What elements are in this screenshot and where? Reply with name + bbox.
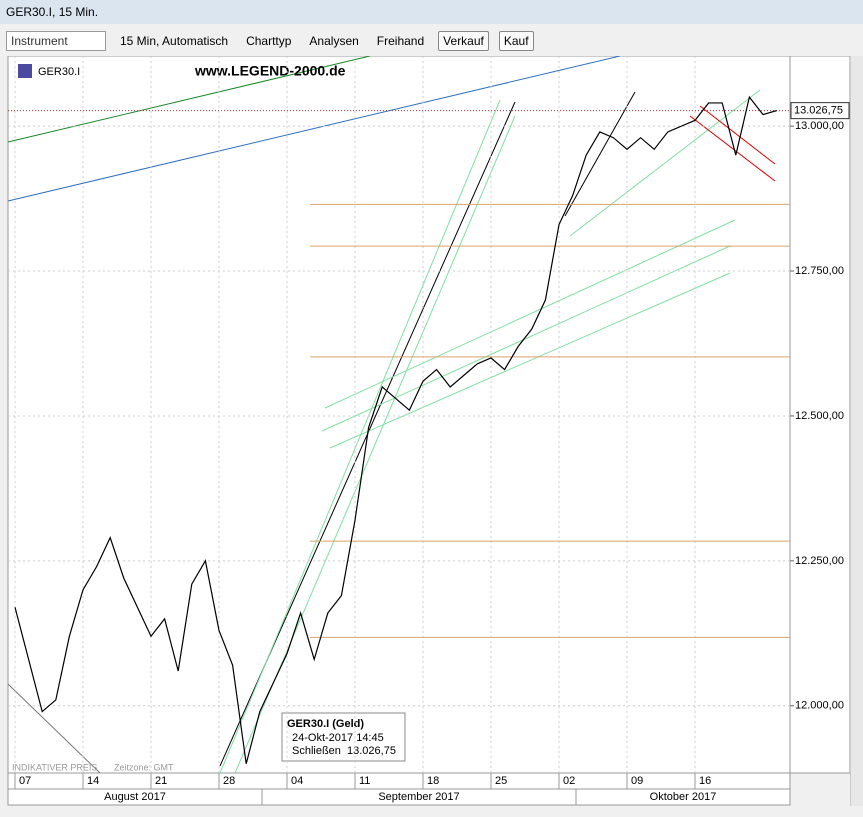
y-axis-area xyxy=(789,56,850,774)
trend-line xyxy=(329,272,731,449)
x-tick-label: 14 xyxy=(87,775,99,787)
watermark: www.LEGEND-2000.de xyxy=(194,63,346,79)
sell-button[interactable]: Verkauf xyxy=(438,31,489,51)
last-price-label: 13.026,75 xyxy=(794,105,843,117)
x-tick-label: 04 xyxy=(291,775,303,787)
indicative-note: INDIKATIVER PREIS xyxy=(12,762,97,772)
x-tick-label: 16 xyxy=(699,775,711,787)
plot-area xyxy=(7,56,791,774)
scrollbar[interactable] xyxy=(850,56,863,806)
info-close: 13.026,75 xyxy=(347,745,396,757)
analysis-menu[interactable]: Analysen xyxy=(309,34,359,48)
trend-line xyxy=(234,115,516,774)
interval-menu[interactable]: 15 Min, Automatisch xyxy=(120,34,229,48)
y-tick-label: 12.250,00 xyxy=(795,555,844,567)
x-tick-label: 25 xyxy=(495,775,507,787)
x-tick-label: 28 xyxy=(223,775,235,787)
timezone-note: Zeitzone: GMT xyxy=(114,762,174,772)
charttype-menu[interactable]: Charttyp xyxy=(246,34,292,48)
symbol-label[interactable]: GER30.I xyxy=(38,66,80,78)
y-tick-label: 12.500,00 xyxy=(795,410,844,422)
last-price-box xyxy=(790,102,850,120)
x-tick-label: 11 xyxy=(359,775,370,787)
x-tick-label: 02 xyxy=(563,775,575,787)
info-box: GER30.I (Geld) 24-Okt-2017 14:45 Schließ… xyxy=(281,712,406,762)
chart: GER30.I www.LEGEND-2000.de INDIKATIVER P… xyxy=(7,56,850,806)
month-label: September 2017 xyxy=(378,791,459,803)
trend-line xyxy=(569,89,761,237)
trend-line xyxy=(564,91,636,217)
trend-line xyxy=(689,115,776,182)
trend-line xyxy=(324,219,736,409)
x-tick-label: 09 xyxy=(631,775,643,787)
toolbar: Instrument 15 Min, Automatisch Charttyp … xyxy=(6,28,856,54)
trend-line xyxy=(219,99,501,774)
trend-line xyxy=(7,56,371,143)
trend-line xyxy=(321,245,731,432)
x-tick-label: 21 xyxy=(155,775,167,787)
buy-button[interactable]: Kauf xyxy=(498,31,534,51)
info-time: 24-Okt-2017 14:45 xyxy=(292,732,384,744)
y-tick-label: 13.000,00 xyxy=(795,120,844,132)
freehand-menu[interactable]: Freihand xyxy=(376,34,425,48)
info-close-label: Schließen xyxy=(292,745,341,757)
price-line xyxy=(14,95,777,764)
trend-line xyxy=(7,683,101,774)
instrument-input[interactable]: Instrument xyxy=(6,31,106,51)
y-tick-label: 12.000,00 xyxy=(795,700,844,712)
info-box-frame xyxy=(281,712,406,762)
info-title: GER30.I (Geld) xyxy=(287,718,364,730)
y-tick-label: 12.750,00 xyxy=(795,265,844,277)
symbol-icon xyxy=(18,64,32,78)
x-tick-label: 18 xyxy=(427,775,439,787)
trend-line xyxy=(7,56,621,202)
title-bar: GER30.I, 15 Min. xyxy=(0,0,863,24)
month-label: Oktober 2017 xyxy=(650,791,717,803)
x-tick-label: 07 xyxy=(19,775,31,787)
trend-line xyxy=(699,105,776,165)
month-label: August 2017 xyxy=(104,791,166,803)
